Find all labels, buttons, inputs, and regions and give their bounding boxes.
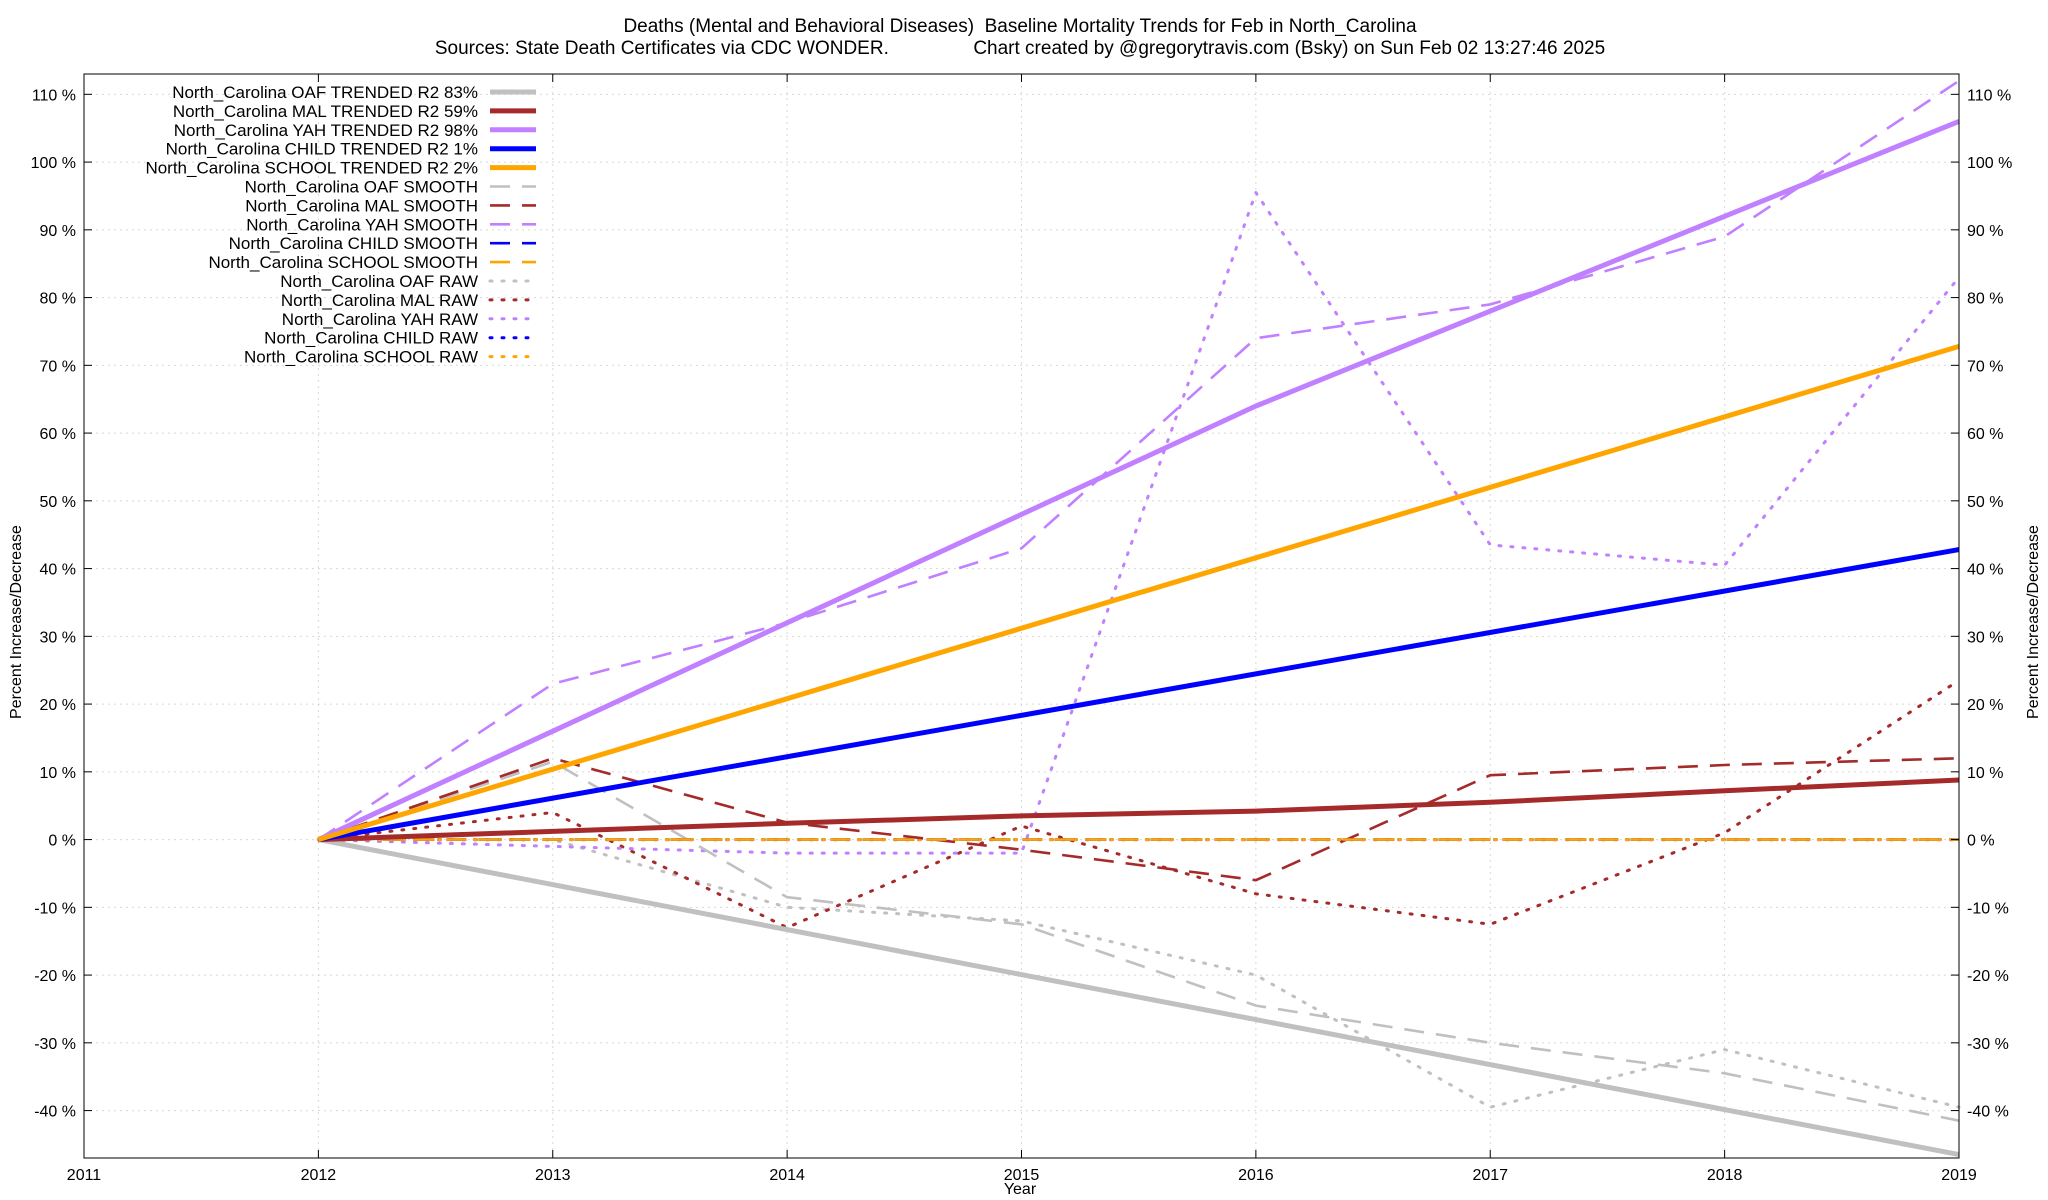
legend-label: North_Carolina CHILD TRENDED R2 1% [166, 140, 478, 159]
y2-tick-label: 60 % [1967, 426, 2003, 443]
y2-tick-label: -40 % [1967, 1104, 2009, 1121]
legend-label: North_Carolina MAL SMOOTH [245, 196, 478, 215]
y-tick-label: 80 % [40, 291, 76, 308]
series-lines [316, 79, 1961, 1158]
legend-label: North_Carolina YAH TRENDED R2 98% [174, 121, 478, 140]
y2-axis-title: Percent Increase/Decrease [2025, 525, 2042, 719]
y2-tick-label: 20 % [1967, 697, 2003, 714]
x-axis-title: Year [1004, 1181, 1037, 1198]
y-tick-label: -10 % [34, 900, 76, 917]
x-tick-label: 2014 [769, 1167, 805, 1184]
x-tick-label: 2019 [1941, 1167, 1977, 1184]
legend-label: North_Carolina MAL RAW [281, 291, 478, 310]
y-tick-label: 50 % [40, 494, 76, 511]
chart-subtitle: Sources: State Death Certificates via CD… [435, 38, 1605, 59]
legend-label: North_Carolina MAL TRENDED R2 59% [173, 102, 478, 121]
y2-tick-label: 110 % [1967, 87, 2011, 104]
y2-tick-label: 30 % [1967, 629, 2003, 646]
legend-label: North_Carolina YAH RAW [282, 310, 478, 329]
series-line-oaf-raw [316, 838, 1961, 1109]
y2-tick-label: 100 % [1967, 155, 2012, 172]
y-tick-label: -20 % [34, 968, 76, 985]
legend-label: North_Carolina OAF SMOOTH [245, 178, 478, 197]
series-line-mal-smooth [317, 756, 1960, 882]
y2-tick-label: 50 % [1967, 494, 2003, 511]
legend-label: North_Carolina SCHOOL TRENDED R2 2% [145, 159, 478, 178]
y2-tick-label: 90 % [1967, 223, 2003, 240]
y-tick-label: 20 % [40, 697, 76, 714]
legend-label: North_Carolina CHILD RAW [264, 329, 478, 348]
y-tick-label: 10 % [40, 765, 76, 782]
y2-tick-label: 80 % [1967, 291, 2003, 308]
y2-tick-label: -10 % [1967, 900, 2009, 917]
y2-tick-label: 70 % [1967, 358, 2003, 375]
y-tick-label: 100 % [31, 155, 76, 172]
y2-tick-label: 40 % [1967, 562, 2003, 579]
x-tick-label: 2018 [1707, 1167, 1743, 1184]
x-tick-label: 2013 [535, 1167, 571, 1184]
series-line-oaf-smooth [317, 760, 1960, 1122]
y-tick-label: 90 % [40, 223, 76, 240]
y-tick-label: 70 % [40, 358, 76, 375]
legend-label: North_Carolina SCHOOL RAW [244, 348, 478, 367]
series-line-school-trend [317, 344, 1960, 842]
x-tick-label: 2017 [1472, 1167, 1508, 1184]
series-line-yah-trend [317, 119, 1960, 842]
legend-label: North_Carolina YAH SMOOTH [246, 215, 478, 234]
y-tick-label: 0 % [48, 833, 76, 850]
series-line-oaf-trend [317, 837, 1960, 1158]
y2-tick-label: -30 % [1967, 1036, 2009, 1053]
series-line-mal-raw [316, 678, 1961, 930]
y-tick-label: 40 % [40, 562, 76, 579]
y-tick-label: 60 % [40, 426, 76, 443]
legend: North_Carolina OAF TRENDED R2 83%North_C… [145, 83, 538, 367]
series-line-yah-smooth [317, 79, 1960, 841]
x-tick-label: 2011 [67, 1167, 102, 1184]
y-tick-label: -40 % [34, 1104, 76, 1121]
legend-label: North_Carolina CHILD SMOOTH [229, 234, 478, 253]
y2-tick-label: -20 % [1967, 968, 2009, 985]
legend-label: North_Carolina SCHOOL SMOOTH [208, 253, 478, 272]
y-tick-label: -30 % [34, 1036, 76, 1053]
y-tick-label: 30 % [40, 629, 76, 646]
series-line-yah-raw [316, 191, 1961, 855]
x-tick-label: 2016 [1238, 1167, 1274, 1184]
legend-label: North_Carolina OAF RAW [280, 272, 478, 291]
y2-tick-label: 0 % [1967, 833, 1995, 850]
x-tick-label: 2015 [1004, 1167, 1040, 1184]
ticks: 2011 2012 2013 2014 2015 2016 2017 2018 2019 -40 … [31, 74, 2012, 1184]
series-line-child-trend [317, 547, 1960, 843]
x-tick-label: 2012 [301, 1167, 337, 1184]
legend-label: North_Carolina OAF TRENDED R2 83% [172, 83, 478, 102]
y2-tick-label: 10 % [1967, 765, 2003, 782]
series-line-mal-trend [318, 777, 1960, 843]
chart-title: Deaths (Mental and Behavioral Diseases) … [623, 16, 1417, 37]
y-axis-title: Percent Increase/Decrease [8, 525, 25, 719]
y-tick-label: 110 % [32, 87, 76, 104]
